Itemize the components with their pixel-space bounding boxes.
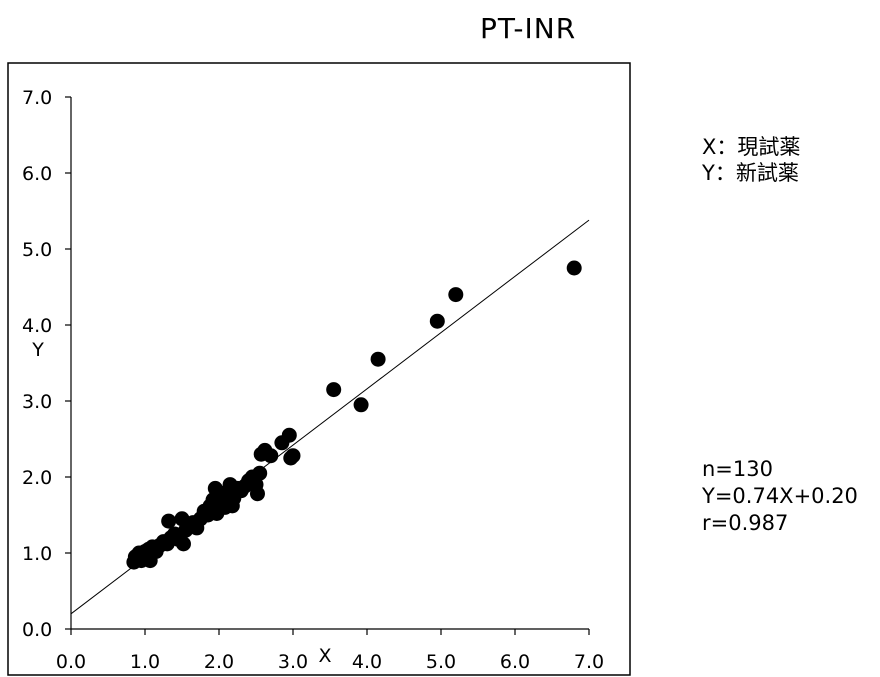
x-tick-label: 6.0 (500, 651, 530, 673)
x-tick-label: 5.0 (426, 651, 456, 673)
data-points (126, 260, 582, 570)
regression-equation: Y=0.74X+0.20 (702, 484, 858, 508)
data-point (249, 486, 265, 502)
data-point (252, 465, 268, 481)
ticks: 0.0 1.0 2.0 3.0 4.0 5.0 6.0 7.0 0.0 1.0 2.0 3.0 4.0 5… (22, 87, 604, 673)
y-tick-label: 3.0 (22, 391, 52, 413)
y-tick-label: 7.0 (22, 87, 52, 109)
axes (70, 97, 589, 630)
plot-frame (7, 62, 631, 676)
data-point (448, 287, 464, 303)
data-point (281, 427, 297, 443)
x-definition: X：現試薬 (702, 135, 801, 159)
x-tick-label: 2.0 (204, 651, 234, 673)
data-point (370, 351, 386, 367)
y-tick-label: 4.0 (22, 315, 52, 337)
data-point (429, 313, 445, 329)
y-tick-label: 6.0 (22, 163, 52, 185)
correlation-coefficient: r=0.987 (702, 511, 789, 535)
x-tick-label: 3.0 (278, 651, 308, 673)
y-tick-label: 5.0 (22, 239, 52, 261)
data-point (566, 260, 582, 276)
data-point (326, 382, 342, 398)
y-tick-label: 1.0 (22, 543, 52, 565)
y-tick-label: 0.0 (22, 619, 52, 641)
x-axis-label: X (318, 645, 331, 667)
x-tick-label: 7.0 (574, 651, 604, 673)
data-point (175, 536, 191, 552)
data-point (161, 513, 177, 529)
data-point (263, 448, 279, 464)
x-tick-label: 4.0 (352, 651, 382, 673)
y-axis-label: Y (31, 339, 44, 361)
data-point (285, 448, 301, 464)
sample-count: n=130 (702, 457, 773, 481)
x-tick-label: 1.0 (130, 651, 160, 673)
y-definition: Y：新試薬 (702, 161, 799, 185)
y-tick-label: 2.0 (22, 467, 52, 489)
chart-title: PT-INR (480, 12, 577, 45)
x-tick-label: 0.0 (56, 651, 86, 673)
data-point (353, 397, 369, 413)
